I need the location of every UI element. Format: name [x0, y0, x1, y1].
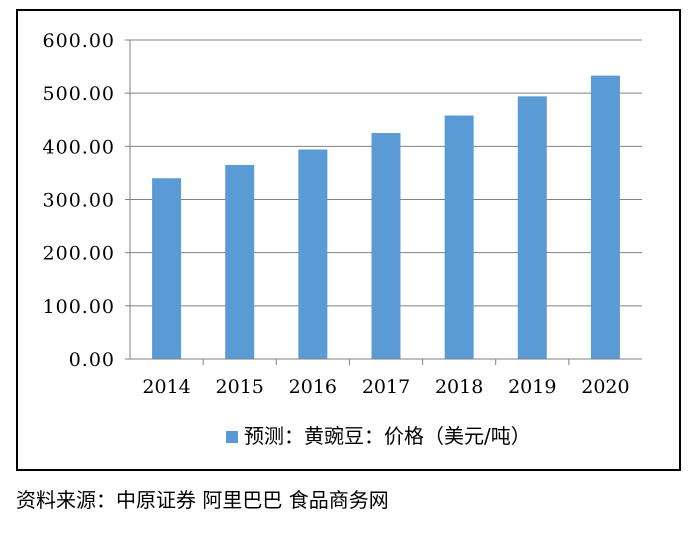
x-tick-label: 2020	[581, 376, 629, 398]
legend: 预测：黄豌豆：价格（美元/吨）	[226, 424, 531, 448]
y-tick-label: 100.00	[43, 296, 115, 318]
bar	[590, 75, 620, 359]
chart-frame	[16, 9, 681, 471]
x-tick-label: 2019	[508, 376, 556, 398]
legend-swatch	[226, 431, 238, 443]
x-tick-label: 2017	[362, 376, 410, 398]
legend-label: 预测：黄豌豆：价格（美元/吨）	[244, 424, 531, 448]
source-note: 资料来源：中原证券 阿里巴巴 食品商务网	[16, 488, 389, 512]
y-tick-label: 600.00	[43, 30, 115, 52]
y-tick-label: 200.00	[43, 243, 115, 265]
x-tick-label: 2016	[289, 376, 337, 398]
y-tick-label: 0.00	[69, 349, 115, 371]
bar-chart: 0.00 100.00 200.00 300.00 400.00 500.00 600.00…	[43, 30, 642, 448]
x-tick-label: 2015	[216, 376, 264, 398]
bar	[298, 149, 328, 359]
bars	[152, 75, 620, 360]
x-tick-label: 2014	[142, 376, 190, 398]
bar	[152, 178, 182, 359]
bar	[371, 133, 401, 359]
bar	[517, 96, 547, 360]
y-tick-labels: 0.00 100.00 200.00 300.00 400.00 500.00 600.00	[43, 30, 115, 371]
bar	[444, 115, 474, 359]
x-tick-labels: 2014 2015 2016 2017 2018 2019 2020	[142, 376, 629, 398]
bar	[225, 164, 255, 359]
y-tick-label: 300.00	[43, 190, 115, 212]
axes	[125, 39, 642, 365]
x-tick-label: 2018	[435, 376, 483, 398]
y-tick-label: 400.00	[43, 136, 115, 158]
gridlines	[130, 39, 642, 307]
y-tick-label: 500.00	[43, 83, 115, 105]
